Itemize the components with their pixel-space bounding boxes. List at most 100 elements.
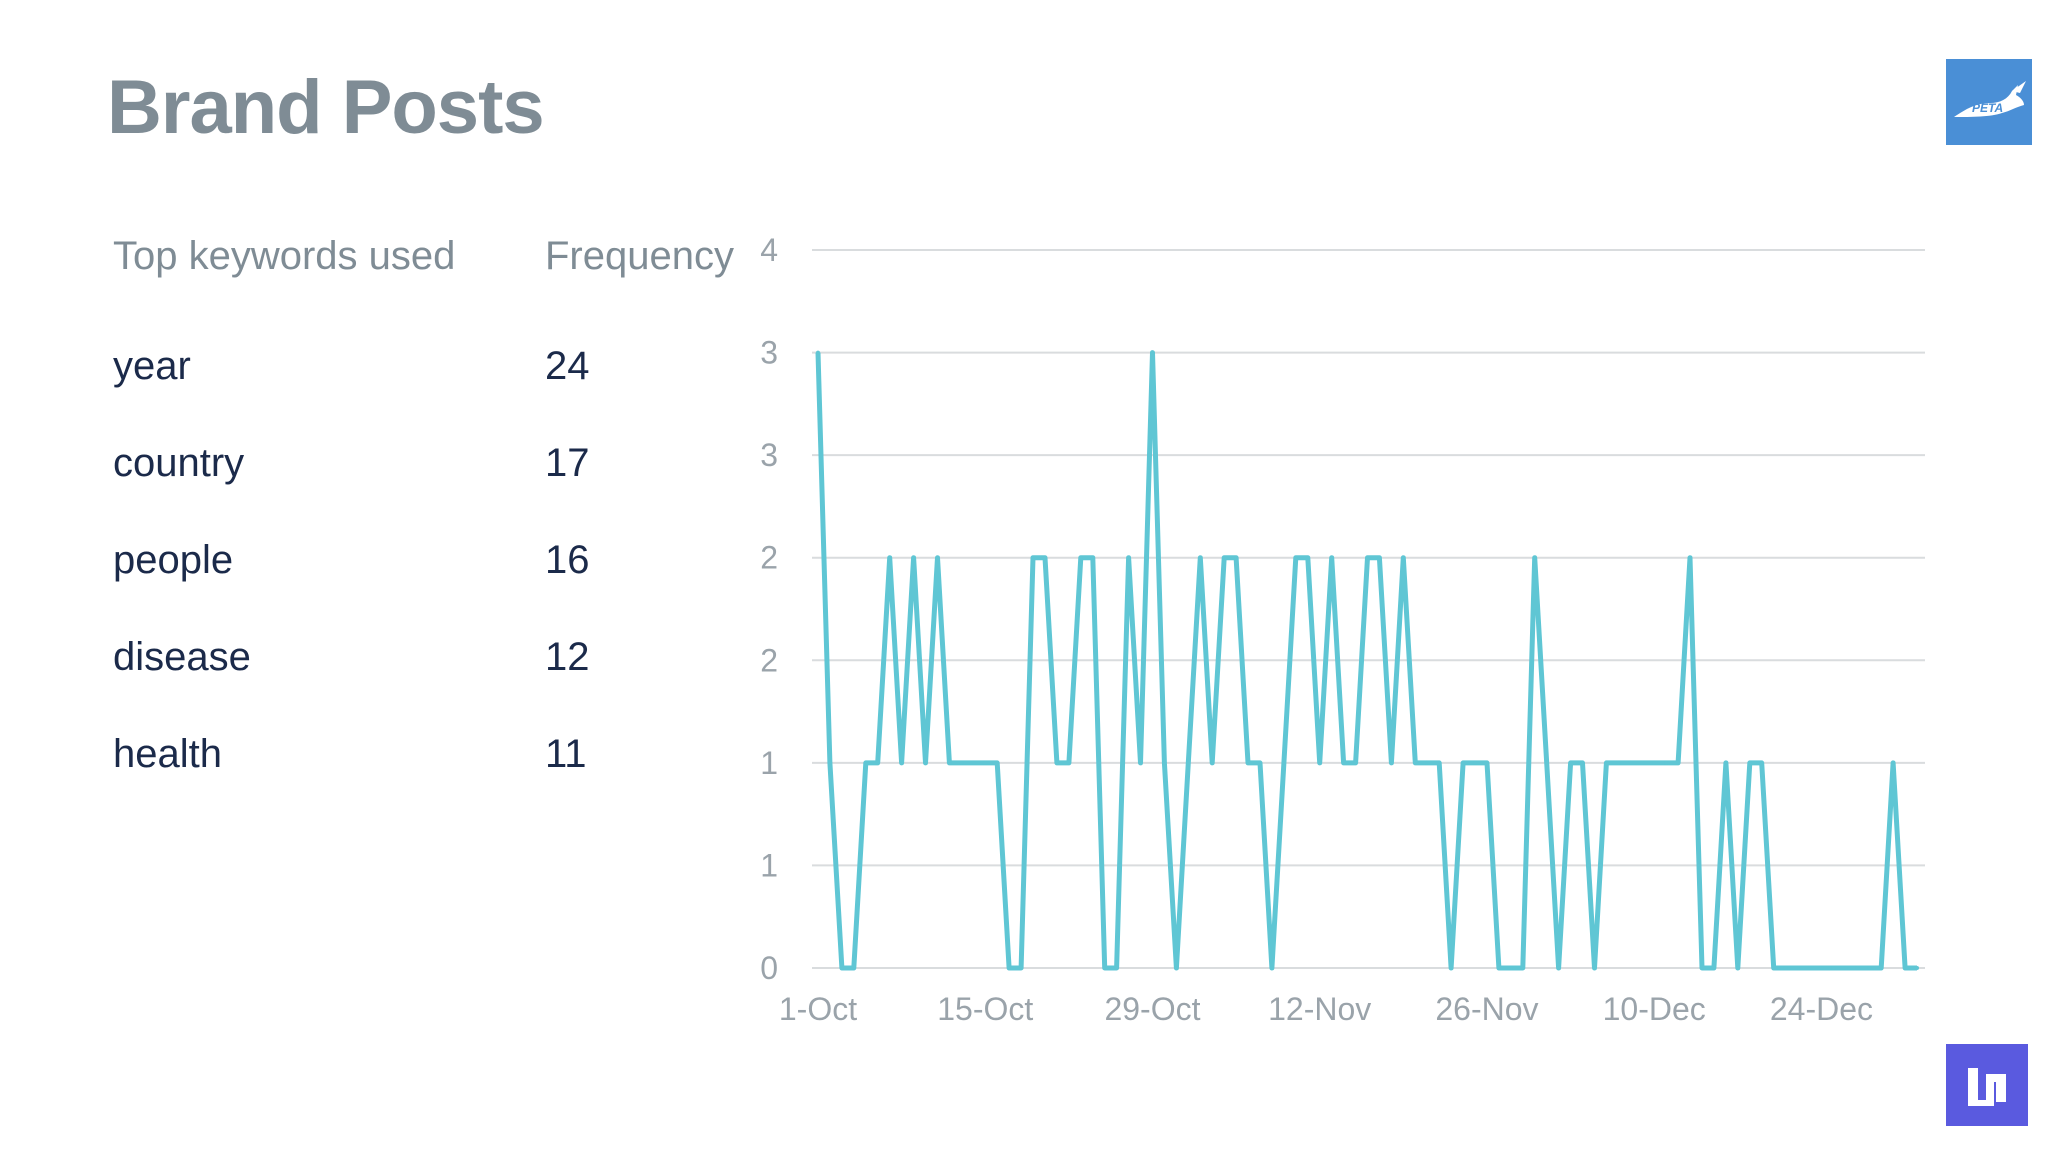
data-point [816, 350, 820, 355]
frequency-cell: 17 [545, 441, 590, 485]
data-point [1293, 555, 1298, 560]
data-point [1640, 760, 1645, 765]
data-point [887, 555, 892, 560]
y-tick-label: 1 [760, 847, 778, 883]
x-tick-label: 15-Oct [937, 991, 1033, 1027]
keyword-column-header: Top keywords used [113, 234, 456, 278]
data-point [1855, 966, 1860, 970]
data-point [875, 760, 880, 765]
data-point [1031, 555, 1036, 560]
data-point [1126, 555, 1131, 560]
data-point [1532, 555, 1537, 560]
data-point [1711, 966, 1716, 970]
data-point [1903, 966, 1908, 970]
data-point [959, 760, 964, 765]
data-point [1114, 966, 1119, 970]
data-point [1257, 760, 1262, 765]
data-point [1222, 555, 1227, 560]
company-logo-icon [1968, 1068, 2006, 1106]
data-point [1269, 966, 1274, 970]
data-point [923, 760, 928, 765]
y-tick-label: 4 [760, 232, 778, 268]
table-row: country 17 [113, 335, 753, 485]
rabbit-logo-icon: PETA [1954, 81, 2026, 117]
x-tick-label: 26-Nov [1435, 991, 1538, 1027]
data-point [1592, 966, 1597, 970]
data-point [851, 966, 856, 970]
data-point [839, 966, 844, 970]
data-point [1735, 966, 1740, 970]
data-point [1867, 966, 1872, 970]
table-row: disease 12 [113, 529, 753, 679]
data-point [1819, 966, 1824, 970]
data-point [1891, 760, 1896, 765]
table-row: people 16 [113, 432, 753, 582]
data-point [1879, 966, 1884, 970]
data-point [1401, 555, 1406, 560]
table-row: year 24 [113, 238, 753, 388]
data-point [1664, 760, 1669, 765]
data-point [1449, 966, 1454, 970]
data-point [1508, 966, 1513, 970]
x-tick-label: 29-Oct [1104, 991, 1200, 1027]
data-point [1042, 555, 1047, 560]
data-point [1604, 760, 1609, 765]
keyword-cell: country [113, 441, 245, 485]
data-point [1102, 966, 1107, 970]
data-point [1473, 760, 1478, 765]
data-point [995, 760, 1000, 765]
data-point [1437, 760, 1442, 765]
data-point [1723, 760, 1728, 765]
posts-line-chart: 0 1 1 2 2 3 3 4 1-Oct 15-Oct 29-Oct 12-Nov 26-Nov 10-… [750, 220, 1930, 1040]
keywords-table-body: year 24 country 17 people 16 disease 12 health 11 [113, 238, 753, 776]
data-point [1365, 555, 1370, 560]
data-point [1162, 760, 1167, 765]
data-point [1807, 966, 1812, 970]
data-point [1317, 760, 1322, 765]
frequency-column-header: Frequency [545, 234, 734, 278]
y-tick-label: 3 [760, 437, 778, 473]
data-point [983, 760, 988, 765]
data-point [1461, 760, 1466, 765]
data-point [1413, 760, 1418, 765]
data-point [1138, 760, 1143, 765]
y-tick-label: 0 [760, 950, 778, 986]
data-point [1699, 966, 1704, 970]
data-point [1496, 966, 1501, 970]
chart-canvas: 0 1 1 2 2 3 3 4 1-Oct 15-Oct 29-Oct 12-Nov 26-Nov 10-… [760, 232, 1925, 1027]
data-point [1174, 966, 1179, 970]
data-point [1066, 760, 1071, 765]
data-point [899, 760, 904, 765]
data-point [1831, 966, 1836, 970]
data-point [1747, 760, 1752, 765]
x-tick-label: 24-Dec [1770, 991, 1873, 1027]
data-point [1580, 760, 1585, 765]
data-point [1915, 966, 1919, 970]
data-point [863, 760, 868, 765]
y-tick-label: 2 [760, 642, 778, 678]
data-point [1281, 760, 1286, 765]
keyword-cell: health [113, 732, 222, 776]
x-tick-label: 12-Nov [1268, 991, 1371, 1027]
keywords-table-header: Top keywords used Frequency [113, 230, 753, 290]
data-point [1234, 555, 1239, 560]
data-point [1150, 350, 1155, 355]
data-point [1007, 966, 1012, 970]
keywords-table: Top keywords used Frequency year 24 countr… [113, 230, 753, 776]
data-point [1090, 555, 1095, 560]
x-tick-label: 10-Dec [1603, 991, 1706, 1027]
data-point [1078, 555, 1083, 560]
data-point [1628, 760, 1633, 765]
data-point [1544, 760, 1549, 765]
data-point [1759, 760, 1764, 765]
data-point [1568, 760, 1573, 765]
keyword-cell: disease [113, 635, 251, 679]
y-tick-label: 3 [760, 335, 778, 371]
keyword-cell: year [113, 344, 191, 388]
y-tick-label: 1 [760, 745, 778, 781]
data-point [1210, 760, 1215, 765]
data-point [1353, 760, 1358, 765]
data-point [1484, 760, 1489, 765]
data-point [1425, 760, 1430, 765]
